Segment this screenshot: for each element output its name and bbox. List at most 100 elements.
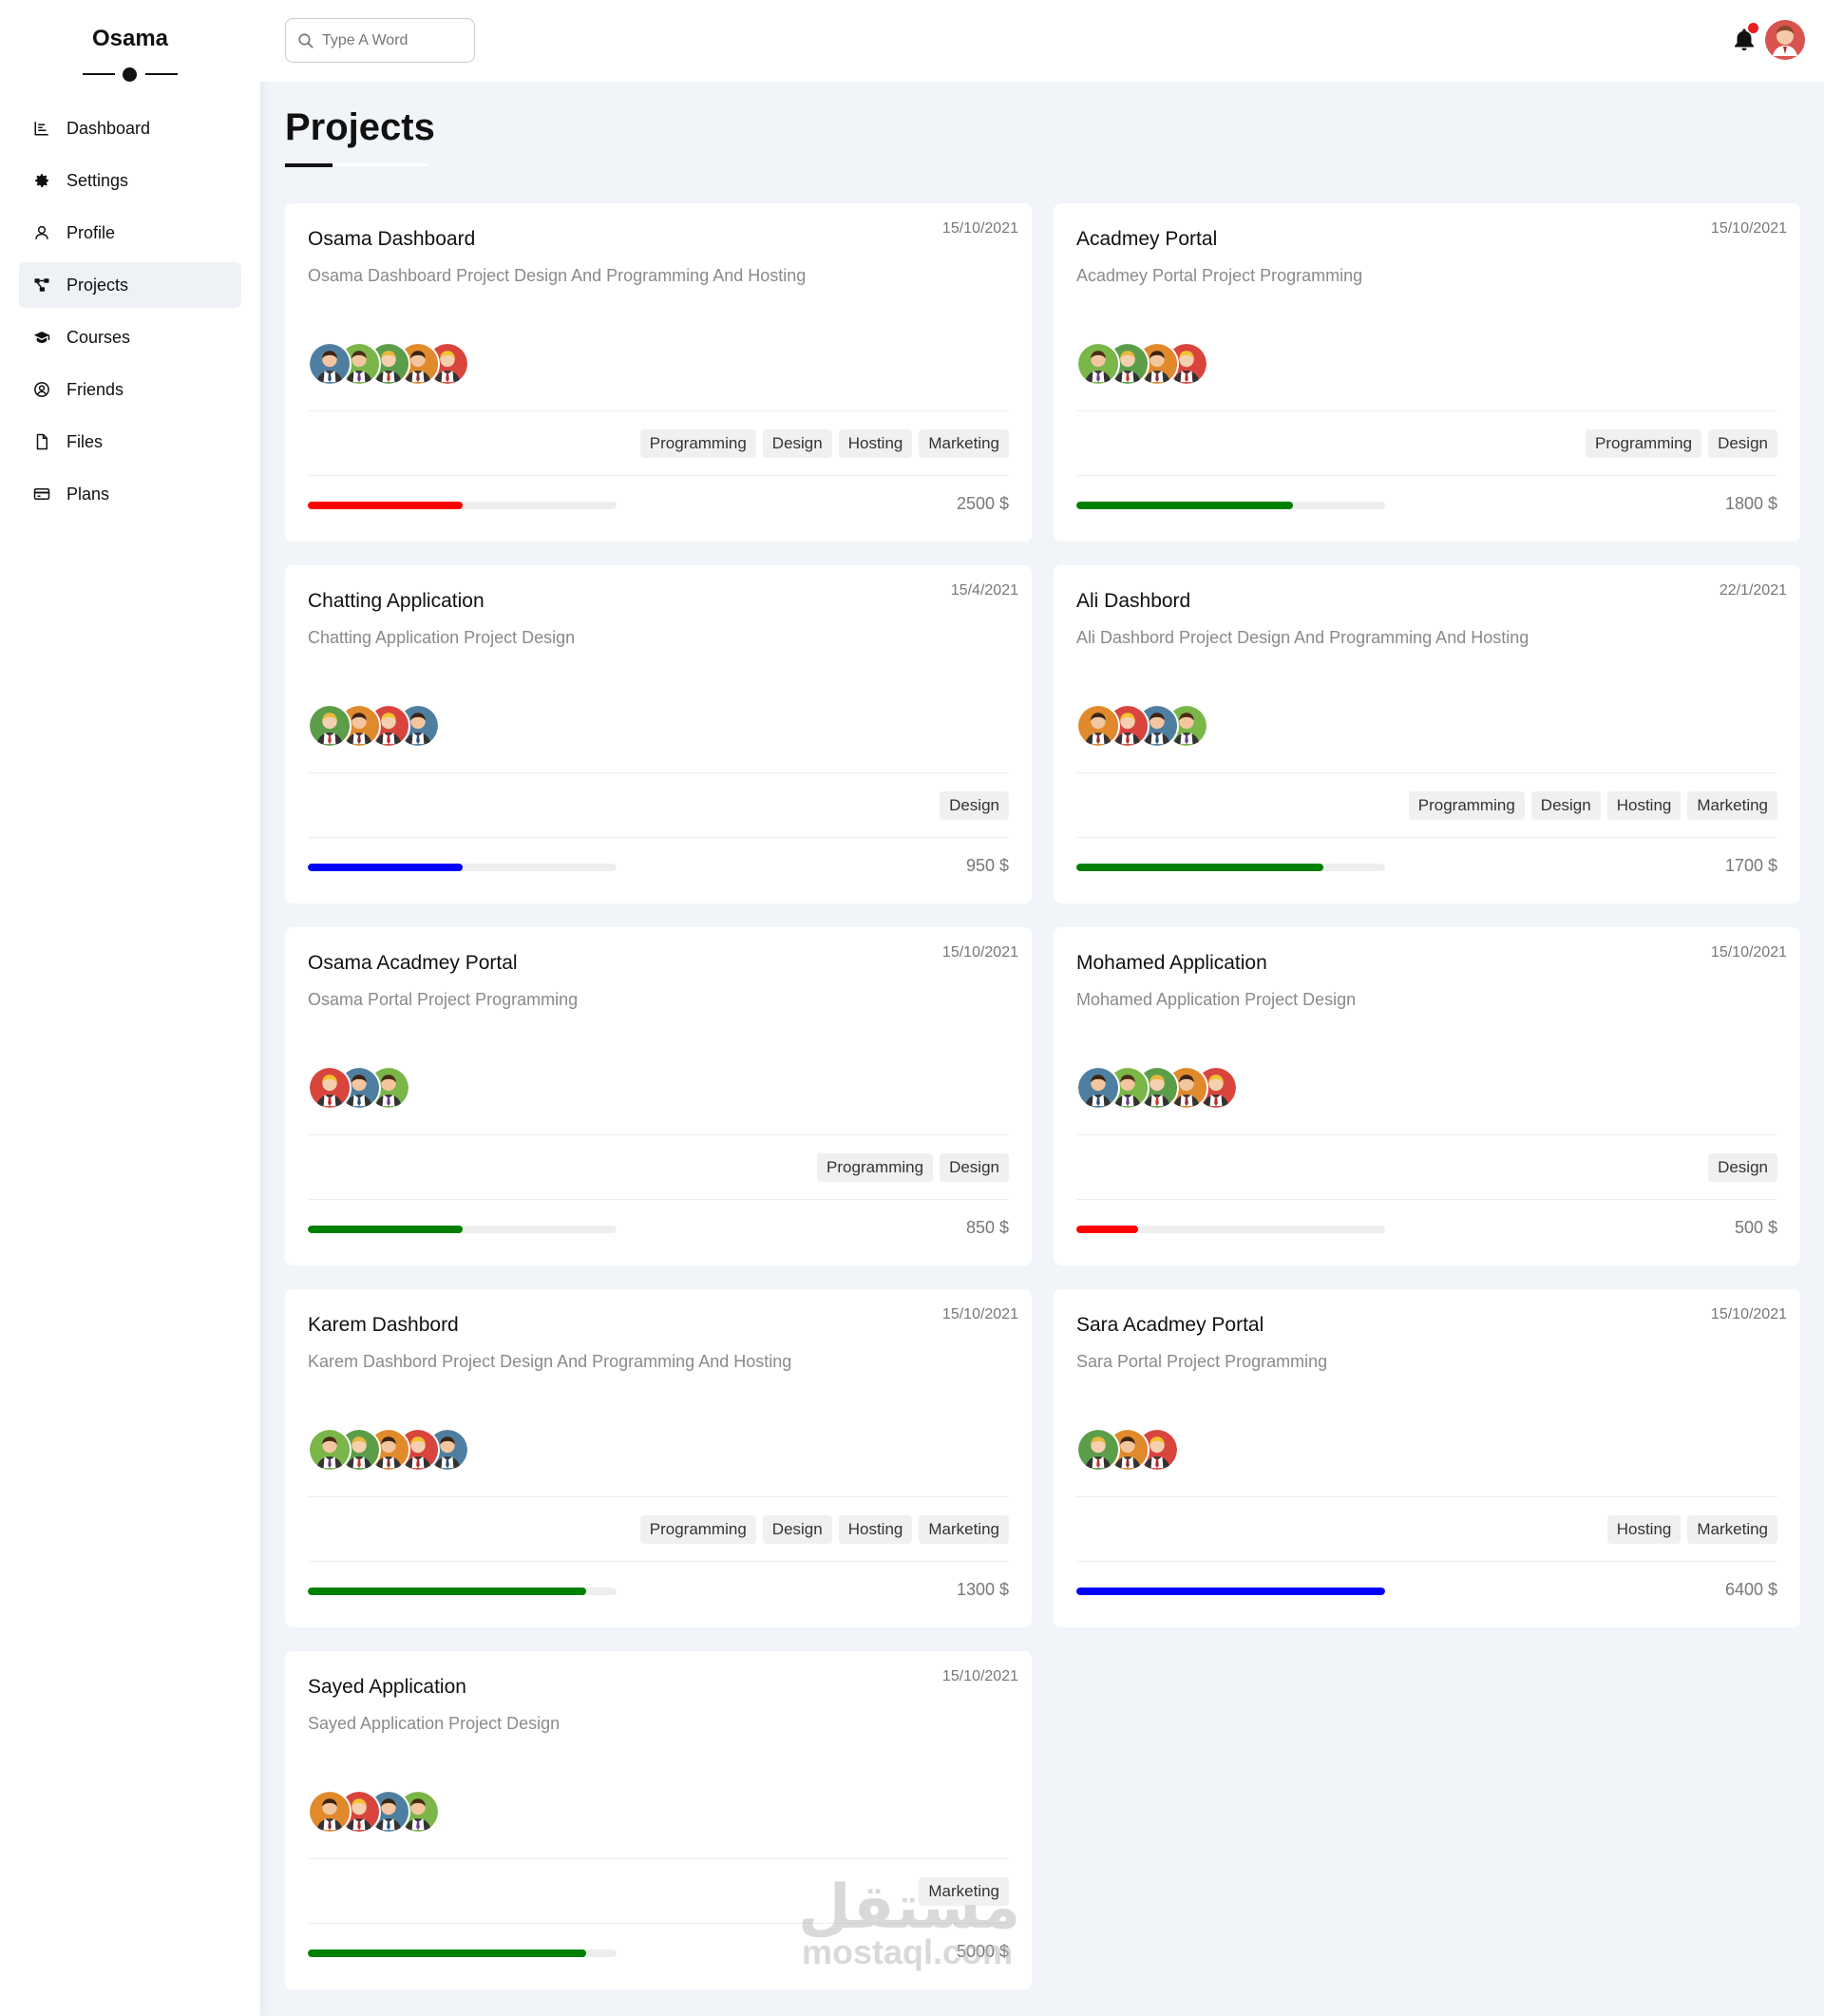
project-card[interactable]: 22/1/2021 Ali Dashbord Ali Dashbord Projec… xyxy=(1054,565,1800,903)
project-title[interactable]: Karem Dashbord xyxy=(308,1314,459,1336)
search-box[interactable] xyxy=(285,18,475,63)
sidebar-item-courses[interactable]: Courses xyxy=(19,314,241,360)
project-card[interactable]: 15/10/2021 Sayed Application Sayed Applica… xyxy=(285,1651,1032,1989)
project-description: Mohamed Application Project Design xyxy=(1076,990,1357,1009)
project-price: 1800 $ xyxy=(1724,494,1777,513)
team-member-avatar[interactable] xyxy=(308,1428,352,1472)
tag-marketing[interactable]: Marketing xyxy=(1687,791,1777,820)
sidebar-item-projects[interactable]: Projects xyxy=(19,262,241,308)
team-member-avatar[interactable] xyxy=(1076,1428,1120,1472)
project-date: 15/10/2021 xyxy=(1710,1306,1787,1322)
team-member-avatar[interactable] xyxy=(1076,1066,1120,1110)
project-title[interactable]: Sayed Application xyxy=(308,1676,466,1698)
project-description: Chatting Application Project Design xyxy=(308,628,576,647)
tag-design[interactable]: Design xyxy=(1708,1153,1777,1182)
sidebar-item-plans[interactable]: Plans xyxy=(19,471,241,517)
sidebar-item-profile[interactable]: Profile xyxy=(19,210,241,256)
sidebar-item-settings[interactable]: Settings xyxy=(19,158,241,203)
sidebar-item-label: Plans xyxy=(66,484,110,504)
project-team-avatars xyxy=(308,1790,440,1834)
sidebar-nav: Dashboard Settings Profile Projects Courses F… xyxy=(19,105,241,517)
progress-fill xyxy=(1076,502,1293,509)
tag-hosting[interactable]: Hosting xyxy=(838,429,913,458)
progress-fill xyxy=(308,1949,586,1957)
sidebar-item-files[interactable]: Files xyxy=(19,419,241,465)
page-title: Projects xyxy=(285,106,435,148)
title-underline xyxy=(285,163,332,167)
progress-fill xyxy=(1076,1588,1385,1595)
tag-marketing[interactable]: Marketing xyxy=(919,429,1009,458)
project-card[interactable]: 15/4/2021 Chatting Application Chatting Ap… xyxy=(285,565,1032,903)
bell-icon xyxy=(1735,29,1754,51)
project-team-avatars xyxy=(1076,342,1208,386)
sidebar-item-friends[interactable]: Friends xyxy=(19,367,241,412)
tag-design[interactable]: Design xyxy=(940,791,1009,820)
tag-design[interactable]: Design xyxy=(762,429,832,458)
tag-programming[interactable]: Programming xyxy=(1586,429,1702,458)
project-title[interactable]: Acadmey Portal xyxy=(1076,228,1218,250)
team-member-avatar[interactable] xyxy=(367,1428,410,1472)
project-card[interactable]: 15/10/2021 Osama Acadmey Portal Osama Port… xyxy=(285,927,1032,1265)
tag-design[interactable]: Design xyxy=(1708,429,1777,458)
project-card[interactable]: 15/10/2021 Sara Acadmey Portal Sara Portal… xyxy=(1054,1289,1800,1627)
progress-fill xyxy=(1076,1226,1138,1233)
project-title[interactable]: Sara Acadmey Portal xyxy=(1076,1314,1264,1336)
progress-fill xyxy=(308,1226,463,1233)
project-tags: Design xyxy=(940,791,1009,820)
team-member-avatar[interactable] xyxy=(1076,342,1120,386)
tag-marketing[interactable]: Marketing xyxy=(919,1877,1009,1906)
search-input[interactable] xyxy=(322,31,465,49)
sidebar: Osama Dashboard Settings Profile Projects Co… xyxy=(0,0,260,2016)
team-member-avatar[interactable] xyxy=(308,1066,352,1110)
team-member-avatar[interactable] xyxy=(308,1790,352,1834)
project-title[interactable]: Osama Acadmey Portal xyxy=(308,952,518,974)
project-title[interactable]: Chatting Application xyxy=(308,590,484,612)
project-title[interactable]: Osama Dashboard xyxy=(308,228,476,250)
project-description: Sara Portal Project Programming xyxy=(1076,1352,1328,1371)
tag-marketing[interactable]: Marketing xyxy=(919,1515,1009,1544)
gear-icon xyxy=(32,171,51,190)
sidebar-item-label: Courses xyxy=(66,327,131,347)
tag-programming[interactable]: Programming xyxy=(817,1153,934,1182)
project-card[interactable]: 15/10/2021 Osama Dashboard Osama Dashboard… xyxy=(285,203,1032,542)
divider xyxy=(308,475,1009,476)
divider xyxy=(1076,837,1777,838)
sidebar-item-label: Projects xyxy=(66,275,129,295)
progress-track xyxy=(1076,1226,1385,1233)
divider xyxy=(308,1134,1009,1135)
watermark-latin: mostaql.com xyxy=(802,1932,1014,1971)
project-tags: Programming Design Hosting Marketing xyxy=(639,429,1009,458)
project-title[interactable]: Ali Dashbord xyxy=(1076,590,1191,612)
divider xyxy=(1076,475,1777,476)
tag-hosting[interactable]: Hosting xyxy=(1606,791,1682,820)
progress-track xyxy=(308,1949,617,1957)
sidebar-item-dashboard[interactable]: Dashboard xyxy=(19,105,241,151)
team-member-avatar[interactable] xyxy=(1076,704,1120,748)
project-card[interactable]: 15/10/2021 Mohamed Application Mohamed App… xyxy=(1054,927,1800,1265)
tag-hosting[interactable]: Hosting xyxy=(838,1515,913,1544)
project-card[interactable]: 15/10/2021 Karem Dashbord Karem Dashbord P… xyxy=(285,1289,1032,1627)
user-avatar[interactable] xyxy=(1765,20,1805,60)
progress-track xyxy=(1076,1588,1385,1595)
team-member-avatar[interactable] xyxy=(308,342,352,386)
notifications-button[interactable] xyxy=(1731,23,1758,53)
divider xyxy=(308,837,1009,838)
project-price: 5000 $ xyxy=(956,1942,1009,1961)
progress-track xyxy=(308,1226,617,1233)
watermark: مستقل mostaql.com xyxy=(798,1872,1020,1971)
tag-design[interactable]: Design xyxy=(1530,791,1601,820)
team-member-avatar[interactable] xyxy=(308,704,352,748)
tag-programming[interactable]: Programming xyxy=(639,1515,756,1544)
brand-divider xyxy=(83,67,178,82)
tag-hosting[interactable]: Hosting xyxy=(1606,1515,1682,1544)
tag-programming[interactable]: Programming xyxy=(639,429,756,458)
project-card[interactable]: 15/10/2021 Acadmey Portal Acadmey Portal P… xyxy=(1054,203,1800,542)
tag-marketing[interactable]: Marketing xyxy=(1687,1515,1777,1544)
divider xyxy=(1076,1561,1777,1562)
tag-programming[interactable]: Programming xyxy=(1408,791,1525,820)
project-title[interactable]: Mohamed Application xyxy=(1076,952,1267,974)
tag-design[interactable]: Design xyxy=(762,1515,832,1544)
tag-design[interactable]: Design xyxy=(940,1153,1009,1182)
team-member-avatar[interactable] xyxy=(337,1790,381,1834)
sidebar-item-label: Settings xyxy=(66,170,129,190)
